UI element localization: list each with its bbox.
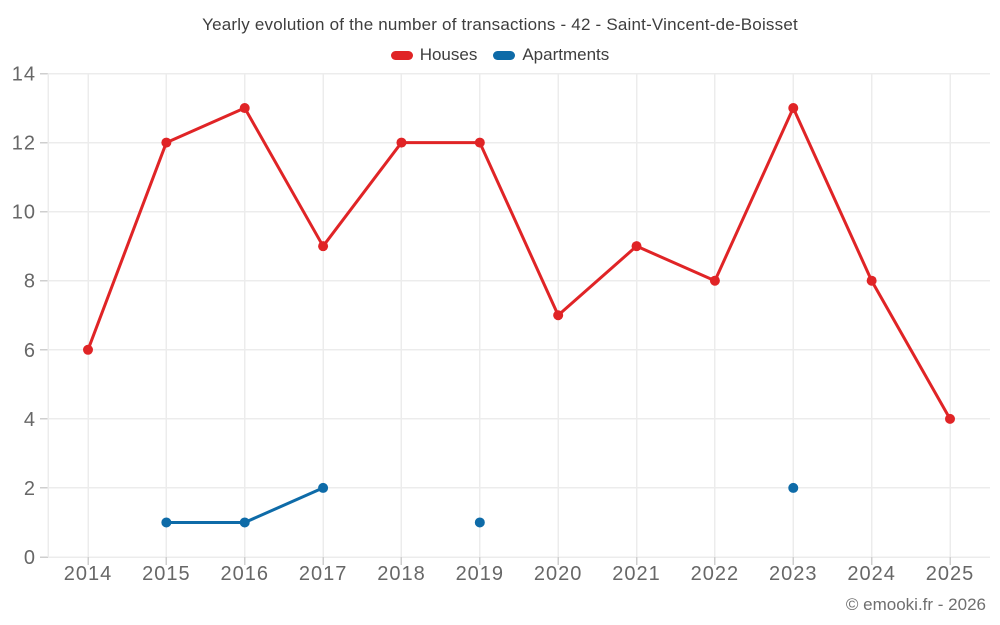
y-axis-label: 4 bbox=[24, 409, 36, 431]
legend: Houses Apartments bbox=[0, 45, 1000, 65]
houses-swatch-icon bbox=[390, 50, 413, 60]
data-point[interactable] bbox=[945, 413, 955, 424]
x-axis-label: 2024 bbox=[847, 563, 896, 585]
chart-footer: © emooki.fr - 2026 bbox=[845, 595, 986, 614]
y-axis-label: 12 bbox=[12, 133, 36, 155]
y-axis-label: 0 bbox=[24, 547, 36, 569]
data-point[interactable] bbox=[239, 103, 250, 114]
data-point[interactable] bbox=[709, 275, 720, 286]
x-axis-label: 2018 bbox=[377, 563, 426, 585]
x-axis-label: 2021 bbox=[612, 563, 661, 585]
y-axis-label: 14 bbox=[12, 64, 36, 86]
data-point[interactable] bbox=[83, 344, 93, 355]
x-axis-label: 2023 bbox=[769, 563, 818, 585]
x-axis-label: 2019 bbox=[456, 563, 505, 585]
data-point[interactable] bbox=[161, 137, 172, 148]
y-axis-label: 10 bbox=[12, 202, 36, 224]
data-point[interactable] bbox=[474, 137, 485, 148]
data-point[interactable] bbox=[631, 241, 642, 252]
data-point[interactable] bbox=[553, 310, 564, 321]
x-axis-label: 2020 bbox=[534, 563, 583, 585]
data-point[interactable] bbox=[239, 517, 250, 528]
data-point[interactable] bbox=[318, 482, 329, 493]
series-line bbox=[86, 106, 952, 421]
y-axis-label: 2 bbox=[24, 478, 36, 500]
data-point[interactable] bbox=[788, 103, 799, 114]
x-axis-label: 2022 bbox=[691, 563, 740, 585]
data-point[interactable] bbox=[474, 517, 485, 528]
apartments-swatch-icon bbox=[493, 50, 516, 60]
chart-title: Yearly evolution of the number of transa… bbox=[202, 15, 798, 34]
data-point[interactable] bbox=[396, 137, 407, 148]
data-point[interactable] bbox=[788, 482, 799, 493]
legend-label-apartments: Apartments bbox=[522, 45, 610, 64]
legend-item-apartments[interactable]: Apartments bbox=[493, 45, 609, 65]
y-axis-label: 8 bbox=[24, 271, 36, 293]
data-point[interactable] bbox=[161, 517, 172, 528]
x-axis-label: 2017 bbox=[299, 563, 348, 585]
x-axis-label: 2014 bbox=[64, 563, 113, 585]
legend-item-houses[interactable]: Houses bbox=[390, 45, 478, 65]
legend-label-houses: Houses bbox=[419, 45, 478, 64]
x-axis-label: 2015 bbox=[142, 563, 191, 585]
data-point[interactable] bbox=[866, 275, 877, 286]
y-axis-label: 6 bbox=[24, 340, 36, 362]
x-axis-label: 2025 bbox=[926, 563, 975, 585]
data-point[interactable] bbox=[318, 241, 329, 252]
x-axis-label: 2016 bbox=[220, 563, 269, 585]
